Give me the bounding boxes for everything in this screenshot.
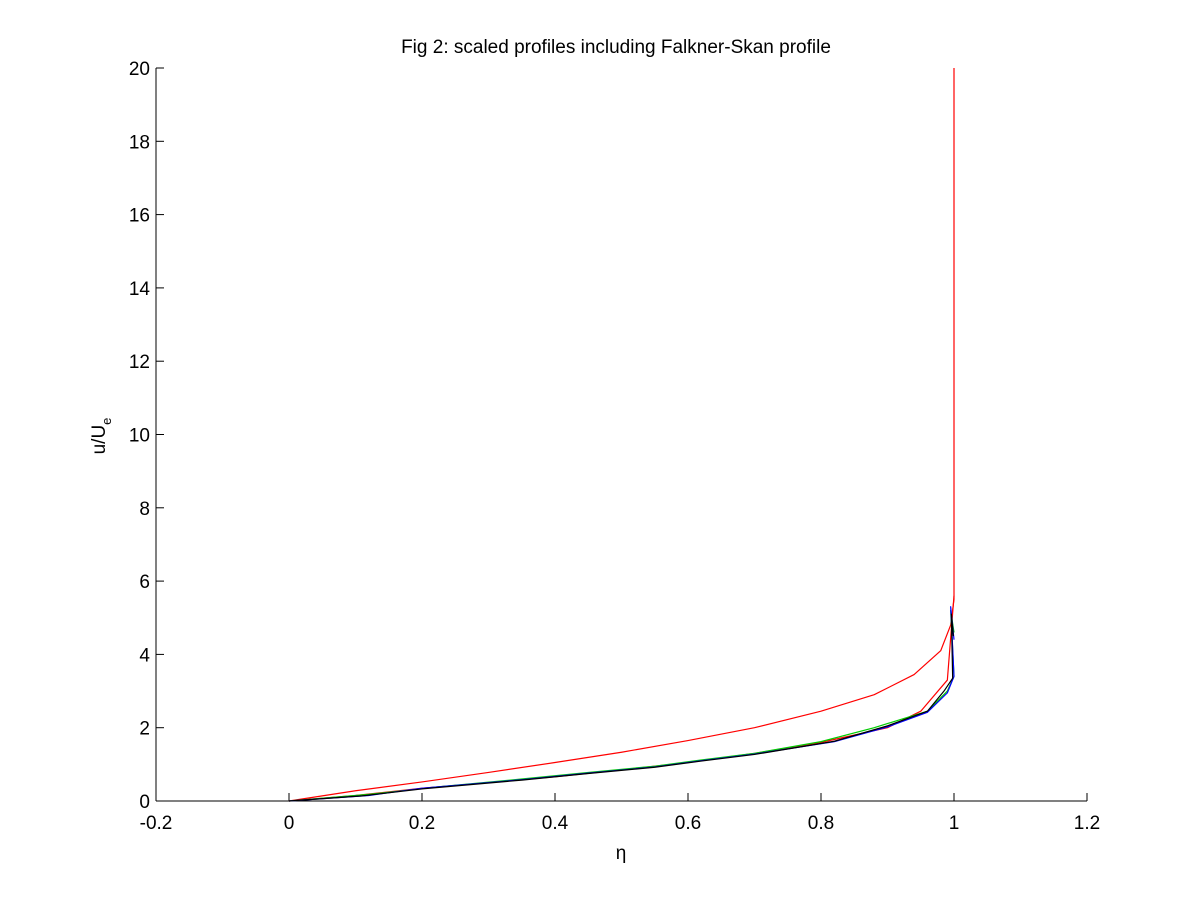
y-tick-label: 20: [129, 59, 150, 80]
y-tick-label: 2: [139, 719, 150, 740]
y-tick-label: 12: [129, 352, 150, 373]
y-tick-label: 6: [139, 572, 150, 593]
chart-title: Fig 2: scaled profiles including Falkner…: [401, 37, 831, 58]
x-tick-label: 0.4: [542, 813, 569, 834]
x-tick-label: 1: [949, 813, 960, 834]
x-ticks: -0.2 0 0.2 0.4 0.6 0.8 1 1.2: [140, 793, 1100, 834]
y-axis-label: u/Ue: [89, 418, 114, 455]
y-tick-label: 14: [129, 279, 151, 300]
x-axis-label: η: [616, 843, 627, 864]
y-tick-label: 8: [139, 499, 150, 520]
y-tick-label: 10: [129, 426, 150, 447]
series-line-5: [288, 613, 954, 802]
y-tick-label: 18: [129, 132, 150, 153]
y-axis-label-main: u/U: [89, 425, 110, 455]
x-tick-label: 0: [284, 813, 295, 834]
x-tick-label: 0.6: [675, 813, 701, 834]
x-tick-label: -0.2: [140, 813, 173, 834]
y-tick-label: 0: [139, 792, 150, 813]
plot-series: [288, 68, 955, 802]
y-ticks: 0 2 4 6 8 10 12 14 16 18 20: [129, 59, 164, 813]
x-tick-label: 0.8: [808, 813, 834, 834]
x-tick-label: 1.2: [1074, 813, 1100, 834]
x-tick-label: 0.2: [409, 813, 435, 834]
y-tick-label: 4: [139, 645, 150, 666]
y-tick-label: 16: [129, 206, 150, 227]
y-axis-label-subscript: e: [99, 418, 114, 425]
